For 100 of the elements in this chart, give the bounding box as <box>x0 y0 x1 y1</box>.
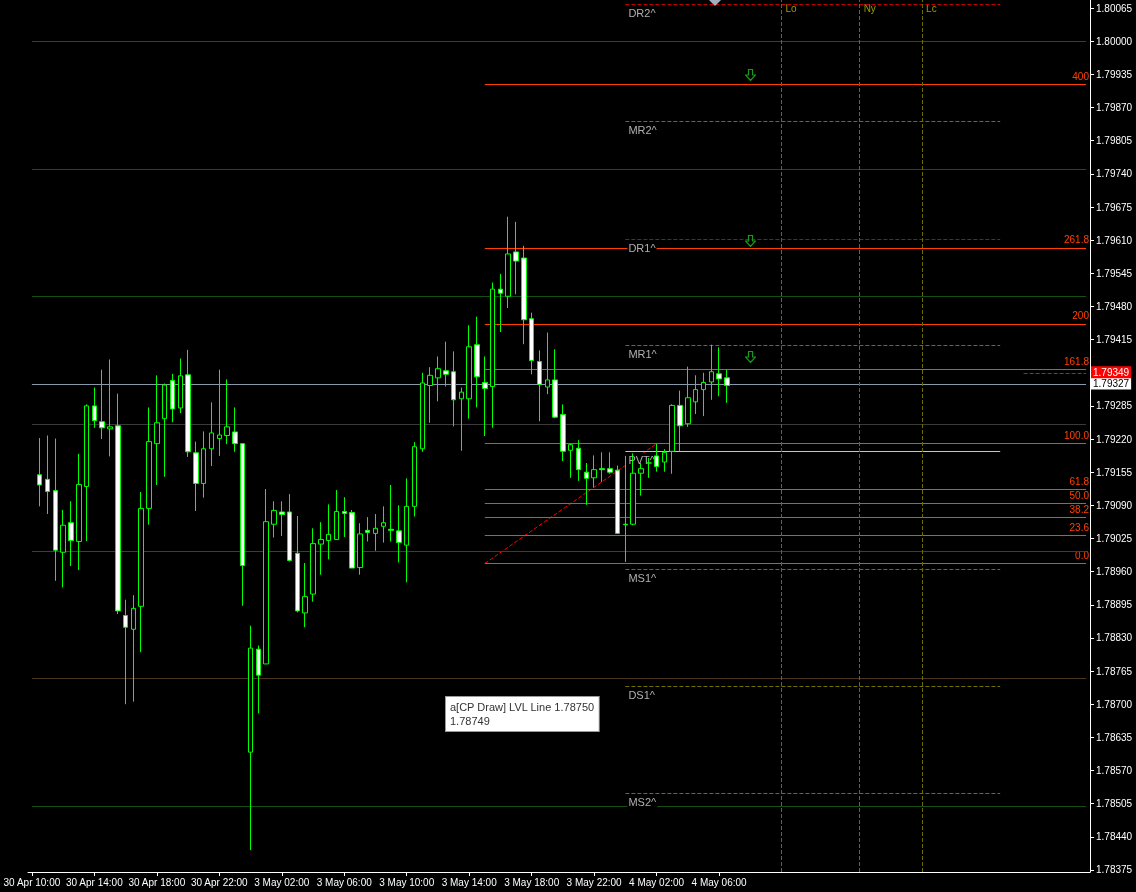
candlestick <box>615 465 620 534</box>
candlestick <box>716 346 722 397</box>
candlestick <box>404 477 409 583</box>
y-tick-label: 1.79545 <box>1096 267 1133 279</box>
candlestick <box>513 221 519 295</box>
candlestick <box>162 382 167 478</box>
ref-line-label: MS1^ <box>628 571 657 584</box>
candlestick <box>451 350 456 427</box>
candlestick <box>185 349 191 458</box>
candlestick <box>560 403 566 462</box>
candlestick <box>170 373 175 423</box>
y-tick-label: 1.80065 <box>1096 2 1133 14</box>
annotation: 61.8 <box>1069 476 1090 488</box>
candlestick <box>584 462 589 506</box>
annotation: 100.0 <box>1063 430 1090 442</box>
annotation: 400 <box>1072 70 1090 82</box>
candlestick <box>521 245 527 345</box>
candlestick <box>53 438 58 582</box>
candlestick <box>396 504 402 563</box>
ref-line-label: 1.79327 <box>1093 378 1130 389</box>
y-tick-label: 1.79870 <box>1096 102 1133 114</box>
y-tick-label: 1.79480 <box>1096 300 1133 312</box>
candlestick <box>349 509 355 569</box>
candlestick <box>310 527 316 603</box>
candlestick <box>420 372 425 453</box>
x-tick-label: 30 Apr 22:00 <box>190 876 249 888</box>
candlestick <box>146 406 152 526</box>
y-tick-label: 1.78960 <box>1096 566 1133 578</box>
candlestick <box>287 493 292 562</box>
ref-line-label: DS1^ <box>628 688 656 701</box>
ref-line-label: MS2^ <box>628 795 657 808</box>
candlestick <box>498 273 503 333</box>
candlestick <box>263 488 269 665</box>
candlestick <box>123 599 128 705</box>
candlestick <box>138 491 144 653</box>
candlestick <box>537 349 542 422</box>
y-tick-label: 1.79935 <box>1096 68 1133 80</box>
candlestick <box>115 393 121 615</box>
candlestick <box>99 369 105 440</box>
y-tick-label: 1.80000 <box>1096 35 1133 47</box>
candlestick <box>326 503 331 560</box>
annotation: 1.78749 <box>450 715 490 727</box>
candlestick <box>92 387 97 429</box>
x-tick-label: 3 May 14:00 <box>441 876 498 888</box>
x-tick-label: 4 May 02:00 <box>629 876 685 888</box>
candlestick <box>552 348 558 419</box>
candlestick <box>240 443 245 607</box>
annotation: 23.6 <box>1069 521 1090 533</box>
candlestick <box>295 515 300 613</box>
candlestick <box>545 331 550 395</box>
y-tick-label: 1.78375 <box>1096 864 1133 876</box>
x-tick-label: 3 May 06:00 <box>316 876 373 888</box>
candlestick <box>248 625 253 851</box>
y-tick-label: 1.78635 <box>1096 731 1133 743</box>
candlestick <box>591 454 597 488</box>
candlestick <box>334 489 339 541</box>
candlestick <box>201 430 206 499</box>
x-tick-label: 3 May 02:00 <box>254 876 310 888</box>
y-tick-label: 1.79740 <box>1096 168 1133 180</box>
y-tick-label: 1.79610 <box>1096 234 1133 246</box>
candlestick <box>623 455 628 563</box>
candlestick <box>599 451 605 483</box>
candlestick <box>232 406 238 453</box>
candlestick <box>37 437 42 507</box>
annotation: 161.8 <box>1063 356 1090 368</box>
y-tick-label: 1.79285 <box>1096 400 1133 412</box>
annotation: a[CP Draw] LVL Line 1.78750 <box>450 701 595 713</box>
candlestick <box>435 355 441 402</box>
candlestick <box>342 496 347 538</box>
ref-line-label: MR2^ <box>628 123 658 136</box>
y-tick-label: 1.79675 <box>1096 201 1133 213</box>
x-tick-label: 30 Apr 14:00 <box>66 876 124 888</box>
x-tick-label: 3 May 10:00 <box>379 876 435 888</box>
candlestick <box>45 434 50 515</box>
y-tick-label: 1.79220 <box>1096 433 1133 445</box>
candlestick <box>724 369 730 404</box>
candlestick <box>357 522 363 576</box>
candlestick <box>459 387 464 452</box>
y-tick-label: 1.78765 <box>1096 665 1133 677</box>
candlestick <box>318 521 324 576</box>
candlestick <box>76 453 82 571</box>
annotation: 261.8 <box>1063 234 1090 246</box>
candlestick <box>302 562 308 628</box>
ref-line-label: DR1^ <box>628 241 657 254</box>
candlestick <box>466 324 472 420</box>
annotation: 50.0 <box>1069 489 1090 501</box>
candlestick <box>482 355 488 437</box>
y-tick-label: 1.79805 <box>1096 135 1133 147</box>
candlestick <box>279 500 285 537</box>
y-tick-label: 1.78570 <box>1096 765 1133 777</box>
annotation: 38.2 <box>1069 504 1090 516</box>
x-tick-label: 3 May 22:00 <box>566 876 623 888</box>
candlestick <box>365 516 370 543</box>
candlestick <box>193 441 199 512</box>
y-tick-label: 1.78895 <box>1096 599 1133 611</box>
candlestick <box>576 439 581 482</box>
candlestick <box>217 369 222 457</box>
y-tick-label: 1.78830 <box>1096 632 1133 644</box>
x-tick-label: 4 May 06:00 <box>691 876 748 888</box>
ref-line-label: MR1^ <box>628 348 658 361</box>
